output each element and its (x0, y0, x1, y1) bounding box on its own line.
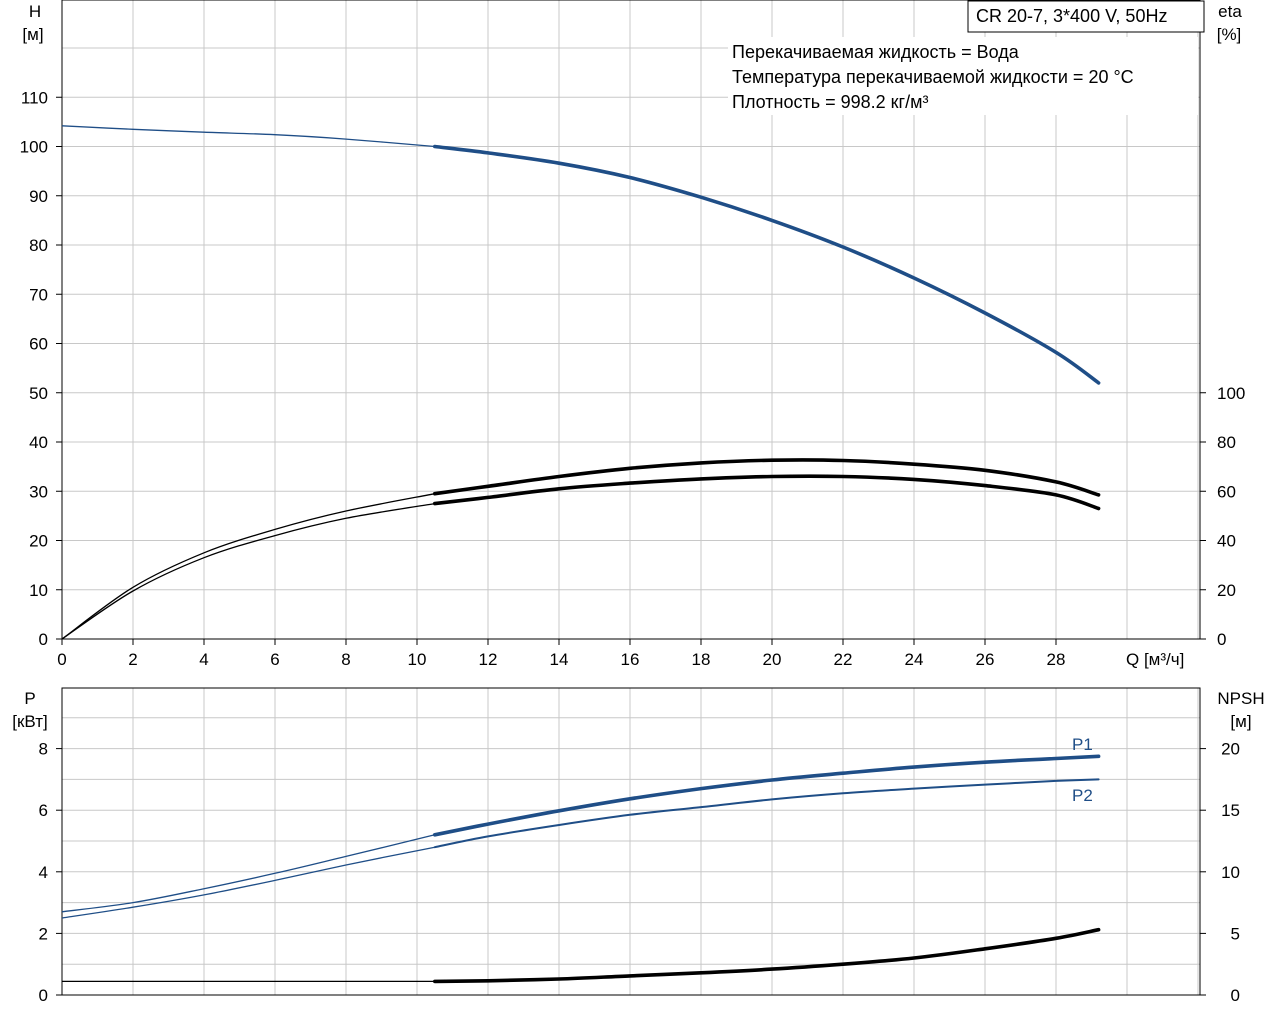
x-tick-label: 14 (550, 650, 569, 669)
bottom-grid (62, 688, 1200, 995)
y-tick-label: 100 (20, 138, 48, 157)
npsh-tick-label: 0 (1231, 986, 1240, 1005)
info-line-fluid: Перекачиваемая жидкость = Вода (732, 42, 1020, 62)
efficiency-total-curve-extended (61, 502, 435, 640)
efficiency-pump-curve-extended (61, 493, 435, 640)
p-tick-label: 8 (39, 740, 48, 759)
x-tick-label: 0 (57, 650, 66, 669)
x-tick-label: 6 (270, 650, 279, 669)
top-plot-frame (61, 0, 1201, 640)
y-tick-label: 90 (29, 187, 48, 206)
p-tick-label: 0 (39, 986, 48, 1005)
info-box (728, 37, 1198, 115)
head-curve-extended (61, 125, 435, 148)
p-tick-label: 4 (39, 863, 48, 882)
bottom-plot-frame (61, 687, 1201, 996)
y-tick-label: 70 (29, 285, 48, 304)
series-label-p1: P1 (1072, 735, 1093, 754)
x-tick-label: 4 (199, 650, 208, 669)
title-box (967, 0, 1205, 33)
y-tick-label: 40 (29, 433, 48, 452)
npsh-tick-label: 15 (1221, 801, 1240, 820)
x-tick-label: 20 (763, 650, 782, 669)
x-tick-label: 2 (128, 650, 137, 669)
y2-axis-label-npsh: NPSH (1217, 689, 1264, 708)
npsh-tick-label: 5 (1231, 924, 1240, 943)
y-tick-label: 20 (29, 532, 48, 551)
x-axis-label: Q [м³/ч] (1126, 650, 1184, 669)
head-curve-duty (433, 144, 1101, 385)
x-tick-label: 24 (905, 650, 924, 669)
y2-tick-label: 0 (1217, 630, 1226, 649)
efficiency-total-curve-duty (433, 474, 1101, 511)
bottom-ticks: 0 2 4 6 8 0 5 10 15 20 (39, 740, 1240, 1005)
power-p1-curve-duty (433, 754, 1101, 837)
y-axis-label-h: H (29, 2, 41, 21)
p-tick-label: 2 (39, 924, 48, 943)
top-grid (62, 0, 1200, 639)
power-p2-curve-extended (61, 846, 435, 919)
y-axis-label-p: P (24, 689, 35, 708)
curves (61, 125, 1101, 984)
x-tick-label: 8 (341, 650, 350, 669)
y2-axis-unit-eta: [%] (1217, 25, 1242, 44)
y-axis-unit-h: [м] (22, 25, 43, 44)
y2-tick-label: 40 (1217, 532, 1236, 551)
info-line-density: Плотность = 998.2 кг/м³ (732, 92, 928, 112)
x-tick-label: 10 (408, 650, 427, 669)
x-tick-label: 28 (1047, 650, 1066, 669)
p-tick-label: 6 (39, 801, 48, 820)
y-tick-label: 10 (29, 581, 48, 600)
y2-axis-label-eta: eta (1218, 2, 1242, 21)
y2-tick-label: 80 (1217, 433, 1236, 452)
series-label-p2: P2 (1072, 786, 1093, 805)
npsh-curve-duty (433, 927, 1101, 984)
y-axis-unit-p: [кВт] (12, 712, 47, 731)
y-tick-label: 110 (21, 88, 48, 107)
x-tick-label: 18 (692, 650, 711, 669)
y-tick-label: 0 (39, 630, 48, 649)
x-tick-label: 26 (976, 650, 995, 669)
chart-title: CR 20-7, 3*400 V, 50Hz (976, 6, 1167, 26)
y-tick-label: 50 (29, 384, 48, 403)
x-tick-label: 22 (834, 650, 853, 669)
npsh-tick-label: 20 (1221, 740, 1240, 759)
info-line-temperature: Температура перекачиваемой жидкости = 20… (732, 67, 1134, 87)
y2-tick-label: 100 (1217, 384, 1245, 403)
y-tick-label: 60 (29, 335, 48, 354)
plot-frames (61, 0, 1201, 996)
y2-axis-unit-npsh: [м] (1230, 712, 1251, 731)
y-tick-label: 30 (29, 482, 48, 501)
power-p2-curve-duty (433, 778, 1100, 849)
efficiency-pump-curve-duty (433, 458, 1101, 497)
y2-tick-label: 60 (1217, 482, 1236, 501)
x-tick-label: 12 (479, 650, 498, 669)
x-tick-label: 16 (621, 650, 640, 669)
npsh-tick-label: 10 (1221, 863, 1240, 882)
y-tick-label: 80 (29, 236, 48, 255)
y2-tick-label: 20 (1217, 581, 1236, 600)
power-p1-curve-extended (61, 834, 435, 913)
